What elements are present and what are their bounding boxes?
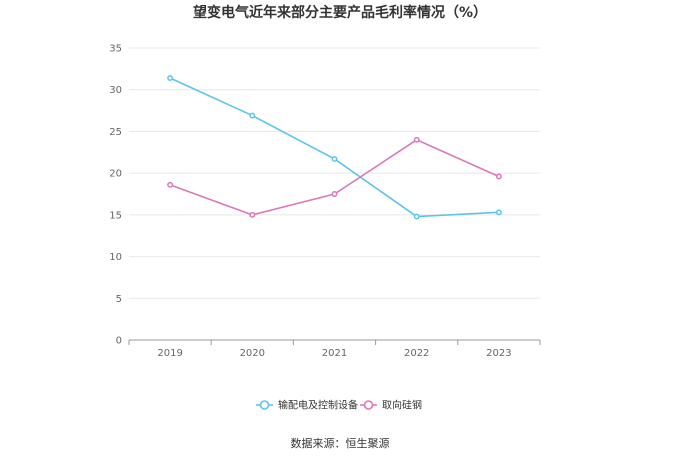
y-tick-label: 0 xyxy=(116,336,122,347)
x-tick-label: 2021 xyxy=(322,348,347,359)
x-tick-label: 2022 xyxy=(404,348,429,359)
legend-marker xyxy=(259,400,270,410)
y-tick-label: 20 xyxy=(109,169,122,180)
x-axis-ticks: 2019 2020 2021 2022 2023 xyxy=(128,340,541,359)
y-tick-label: 15 xyxy=(109,210,122,221)
legend: 输配电及控制设备 取向硅钢 xyxy=(256,399,422,412)
data-point xyxy=(249,112,256,119)
y-tick-label: 5 xyxy=(116,294,122,305)
data-point xyxy=(413,136,420,143)
data-source: 数据来源：恒生聚源 xyxy=(291,436,390,450)
legend-label: 输配电及控制设备 xyxy=(278,399,358,412)
series-line-2 xyxy=(169,138,500,216)
data-point xyxy=(167,181,174,188)
x-tick-label: 2019 xyxy=(157,348,182,359)
grid-lines xyxy=(129,47,540,299)
x-tick-label: 2023 xyxy=(486,348,511,359)
y-axis-ticks: 0 5 10 15 20 25 30 35 xyxy=(109,44,122,347)
legend-item-2[interactable]: 取向硅钢 xyxy=(360,399,422,412)
series-group xyxy=(167,75,502,220)
data-point xyxy=(249,211,256,218)
legend-marker xyxy=(363,400,374,410)
chart-title: 望变电气近年来部分主要产品毛利率情况（%） xyxy=(193,4,487,21)
y-tick-label: 30 xyxy=(109,85,122,96)
data-point xyxy=(495,209,502,216)
data-point xyxy=(331,156,338,162)
data-point xyxy=(331,191,338,197)
y-tick-label: 10 xyxy=(109,252,122,263)
data-point xyxy=(495,173,502,180)
y-tick-label: 25 xyxy=(109,127,122,138)
legend-label: 取向硅钢 xyxy=(382,399,422,412)
data-point xyxy=(413,213,420,220)
y-tick-label: 35 xyxy=(109,44,122,55)
legend-item-1[interactable]: 输配电及控制设备 xyxy=(256,399,358,412)
x-tick-label: 2020 xyxy=(240,348,265,359)
data-point xyxy=(167,75,174,81)
